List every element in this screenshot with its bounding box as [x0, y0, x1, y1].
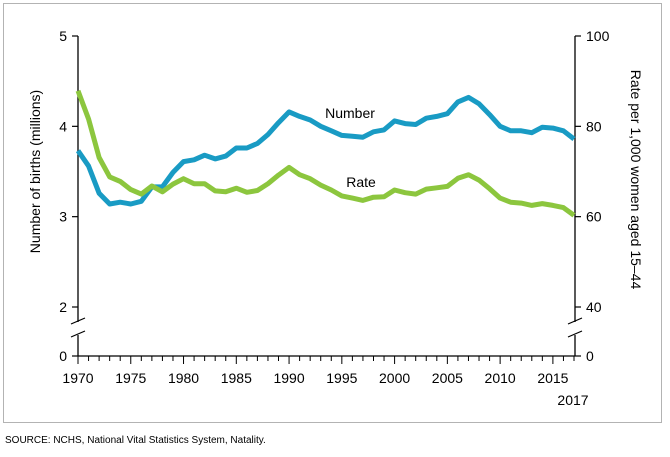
y-axis-left-title: Number of births (millions)	[27, 90, 43, 253]
series-label-number: Number	[325, 105, 375, 121]
series-line-number	[75, 94, 576, 207]
source-note: SOURCE: NCHS, National Vital Statistics …	[5, 435, 266, 446]
left-axis-break-mark	[70, 317, 86, 325]
left-tick-label: 2	[59, 299, 67, 315]
left-tick-label: 4	[59, 118, 67, 134]
series-label-rate: Rate	[346, 174, 376, 190]
chart-frame: 2 3 4 5 0 40 60 80 100 0 1970 1975 1980 1985 1990 1995 2…	[3, 3, 662, 423]
right-axis-break-mark	[567, 317, 583, 325]
right-axis-break-mark	[567, 330, 583, 338]
x-end-label: 2017	[557, 392, 588, 408]
right-tick-label: 80	[586, 118, 602, 134]
line-chart: 2 3 4 5 0 40 60 80 100 0 1970 1975 1980 1985 1990 1995 2…	[27, 28, 644, 408]
x-tick-label: 2010	[485, 370, 516, 386]
y-axis-right-title: Rate per 1,000 women aged 15–44	[628, 70, 644, 290]
right-tick-label: 100	[586, 28, 610, 44]
series-line-rate	[75, 89, 576, 218]
left-tick-label: 0	[59, 348, 67, 364]
x-tick-label: 1975	[115, 370, 146, 386]
x-tick-label: 1985	[221, 370, 252, 386]
right-tick-label: 0	[586, 348, 594, 364]
x-tick-label: 1980	[168, 370, 199, 386]
x-tick-label: 2005	[432, 370, 463, 386]
left-tick-label: 5	[59, 28, 67, 44]
x-tick-label: 2015	[537, 370, 568, 386]
left-tick-label: 3	[59, 209, 67, 225]
right-tick-label: 40	[586, 299, 602, 315]
x-tick-label: 1990	[273, 370, 304, 386]
x-tick-label: 1970	[62, 370, 93, 386]
right-tick-label: 60	[586, 209, 602, 225]
x-tick-label: 1995	[326, 370, 357, 386]
x-tick-label: 2000	[379, 370, 410, 386]
left-axis-break-mark	[70, 330, 86, 338]
